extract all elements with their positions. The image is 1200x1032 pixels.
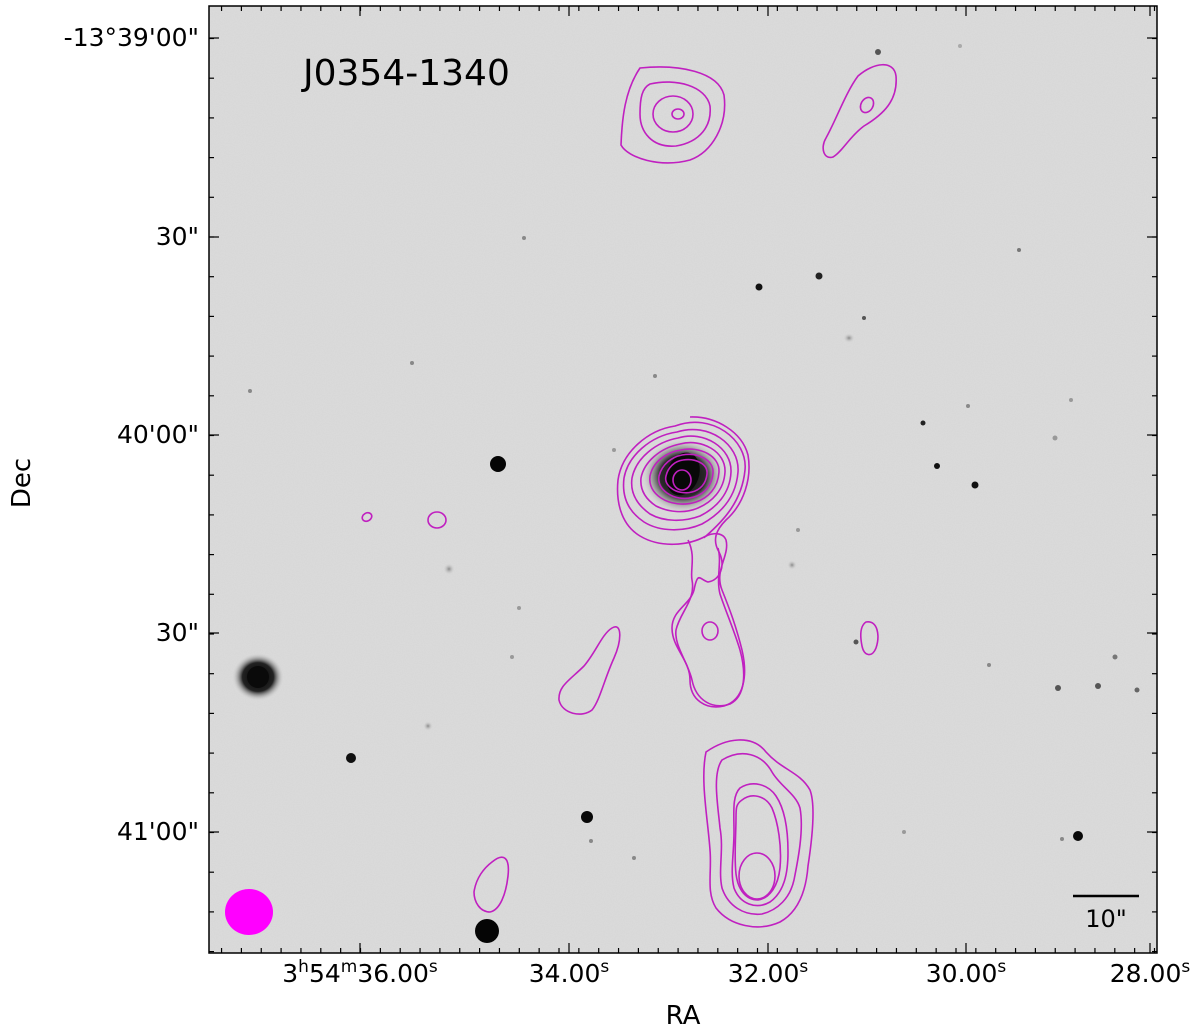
sky-image bbox=[209, 6, 1157, 953]
star bbox=[934, 463, 940, 469]
star bbox=[755, 283, 763, 291]
plot-frame bbox=[208, 5, 1158, 954]
star bbox=[581, 811, 593, 823]
x-tick-label: 30.00s bbox=[926, 957, 1007, 988]
star bbox=[475, 919, 499, 943]
y-axis-label: Dec bbox=[7, 458, 37, 508]
star bbox=[815, 272, 823, 280]
x-axis-label: RA bbox=[666, 1001, 701, 1031]
y-tick-label: 30" bbox=[156, 618, 199, 647]
star bbox=[490, 456, 506, 472]
star bbox=[920, 420, 926, 426]
beam-ellipse-icon bbox=[225, 889, 273, 935]
y-tick-label: 40'00" bbox=[117, 420, 199, 449]
axis-ticks bbox=[209, 6, 1157, 953]
y-tick-label: 41'00" bbox=[117, 817, 199, 846]
scale-bar: 10" bbox=[1073, 894, 1139, 933]
y-tick-label: 30" bbox=[156, 222, 199, 251]
x-tick-label: 3h54m36.00s bbox=[282, 957, 438, 988]
scale-bar-label: 10" bbox=[1085, 905, 1127, 933]
star bbox=[875, 49, 881, 55]
star bbox=[346, 753, 356, 763]
x-tick-label: 32.00s bbox=[728, 957, 809, 988]
radio-contours bbox=[361, 63, 897, 928]
star bbox=[1073, 831, 1083, 841]
x-tick-label: 28.00s bbox=[1110, 957, 1191, 988]
x-tick-label: 34.00s bbox=[529, 957, 610, 988]
star bbox=[971, 481, 979, 489]
figure-title: J0354-1340 bbox=[301, 53, 510, 94]
y-tick-label: -13°39'00" bbox=[64, 23, 199, 52]
